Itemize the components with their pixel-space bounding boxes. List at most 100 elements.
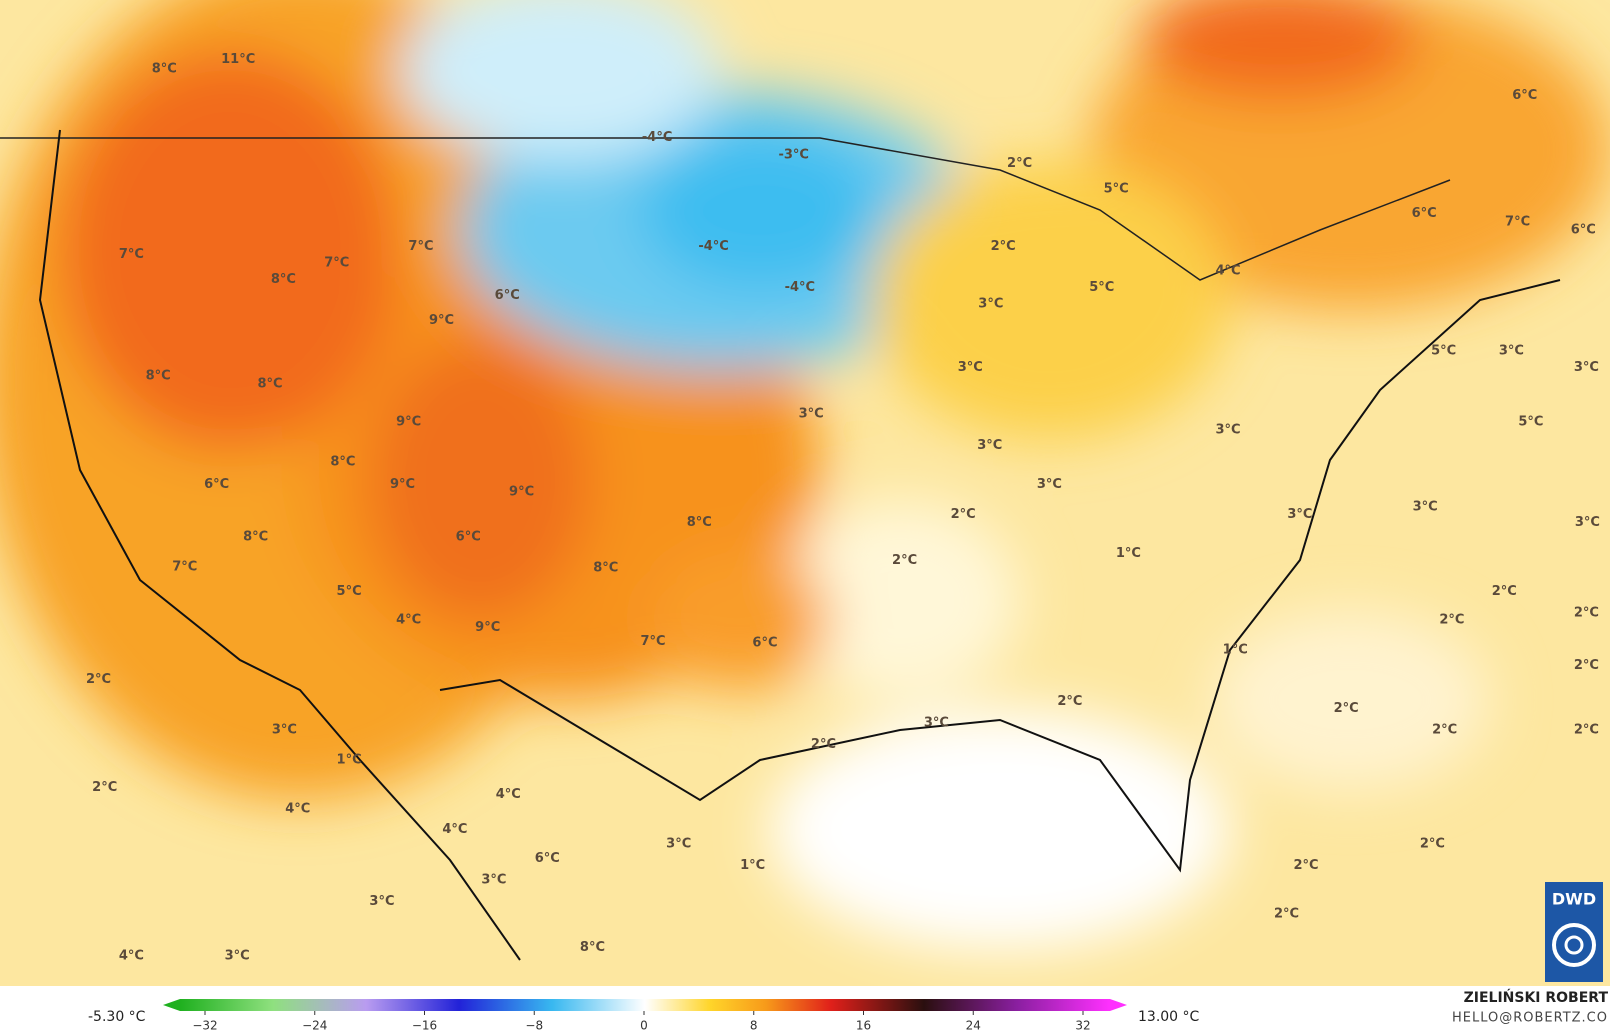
temperature-label: 7°C [408, 239, 433, 254]
temperature-label: 3°C [958, 360, 983, 375]
temperature-label: 2°C [1057, 694, 1082, 709]
temperature-label: 7°C [640, 634, 665, 649]
temperature-label: 2°C [1294, 858, 1319, 873]
temperature-label: 9°C [390, 477, 415, 492]
map-labels: 8°C 11°C -4°C -3°C 2°C 5°C 6°C 6°C 7°C 6°C 7°C 7°C 7… [86, 52, 1600, 963]
temperature-label: 8°C [330, 455, 355, 470]
temperature-label: 9°C [429, 313, 454, 328]
temperature-label: 2°C [951, 507, 976, 522]
temperature-label: 9°C [509, 484, 534, 499]
colorbar-tick-label: 24 [966, 1019, 981, 1033]
temperature-label: 1°C [1223, 642, 1248, 657]
temperature-label: 3°C [1499, 344, 1524, 359]
temperature-label: 4°C [119, 948, 144, 963]
temperature-label: 6°C [1571, 223, 1596, 238]
temperature-label: 3°C [666, 837, 691, 852]
colorbar-end [1110, 999, 1127, 1011]
temperature-label: 3°C [924, 715, 949, 730]
temperature-label: 6°C [535, 851, 560, 866]
temperature-label: 3°C [978, 296, 1003, 311]
temperature-label: 3°C [977, 438, 1002, 453]
temperature-label: 3°C [272, 723, 297, 738]
temperature-label: 8°C [271, 272, 296, 287]
colorbar: −32 −24 −16 −8 0 8 16 24 32 [163, 999, 1127, 1033]
temperature-label: 3°C [1574, 360, 1599, 375]
temperature-label: 3°C [369, 894, 394, 909]
colorbar-tick-label: 8 [750, 1019, 758, 1033]
temperature-label: 2°C [86, 672, 111, 687]
temperature-label: 6°C [1512, 88, 1537, 103]
legend-min: -5.30 °C [88, 1009, 146, 1025]
colorbar-tick-label: −16 [412, 1019, 437, 1033]
temperature-label: 3°C [481, 872, 506, 887]
colorbar-tick-label: 32 [1075, 1019, 1090, 1033]
temperature-label: 5°C [1089, 280, 1114, 295]
colorbar-tick-label: −8 [525, 1019, 543, 1033]
temperature-label: 5°C [1104, 181, 1129, 196]
temperature-label: 3°C [1215, 423, 1240, 438]
temperature-label: 8°C [580, 940, 605, 955]
temperature-label: 7°C [119, 247, 144, 262]
temperature-label: 11°C [221, 52, 255, 67]
temperature-label: 4°C [442, 822, 467, 837]
temperature-label: -4°C [698, 239, 728, 254]
temperature-label: 3°C [799, 406, 824, 421]
temperature-label: 5°C [337, 584, 362, 599]
temperature-label: 4°C [396, 613, 421, 628]
temperature-label: 2°C [1439, 613, 1464, 628]
temperature-label: 9°C [475, 620, 500, 635]
temperature-label: 1°C [740, 858, 765, 873]
temperature-label: 8°C [687, 515, 712, 530]
temperature-label: 2°C [1574, 658, 1599, 673]
temperature-label: 9°C [396, 415, 421, 430]
credit-author: ZIELIŃSKI ROBERT [1464, 988, 1609, 1006]
temperature-label: 4°C [496, 787, 521, 802]
temperature-label: 6°C [456, 530, 481, 545]
temperature-label: 4°C [285, 802, 310, 817]
colorbar-tick-label: −32 [192, 1019, 217, 1033]
temperature-label: 3°C [1287, 507, 1312, 522]
temperature-label: 1°C [337, 752, 362, 767]
temperature-label: 8°C [243, 530, 268, 545]
temperature-label: 5°C [1431, 344, 1456, 359]
temperature-label: 1°C [1116, 546, 1141, 561]
temperature-label: 2°C [1492, 584, 1517, 599]
temperature-label: 6°C [495, 288, 520, 303]
temperature-label: -4°C [785, 280, 815, 295]
colorbar-gradient [180, 999, 1110, 1011]
temperature-label: 3°C [1575, 515, 1600, 530]
colorbar-tick-label: 16 [856, 1019, 871, 1033]
colorbar-end [163, 999, 180, 1011]
temperature-label: 8°C [152, 61, 177, 76]
temperature-label: 7°C [324, 255, 349, 270]
temperature-label: 3°C [1413, 500, 1438, 515]
map-field [0, 0, 1610, 986]
temperature-label: 2°C [1334, 701, 1359, 716]
temperature-label: 2°C [1007, 156, 1032, 171]
colorbar-tick-label: −24 [302, 1019, 327, 1033]
temperature-label: 2°C [892, 553, 917, 568]
temperature-label: 3°C [225, 948, 250, 963]
temperature-label: 8°C [257, 377, 282, 392]
colorbar-tick-label: 0 [640, 1019, 648, 1033]
temperature-label: 6°C [1412, 206, 1437, 221]
temperature-label: 2°C [92, 780, 117, 795]
legend-max: 13.00 °C [1138, 1009, 1200, 1025]
temperature-label: 2°C [1574, 723, 1599, 738]
temperature-label: 2°C [1432, 723, 1457, 738]
temperature-label: -3°C [778, 148, 808, 163]
temperature-label: 8°C [593, 560, 618, 575]
temperature-label: 2°C [991, 239, 1016, 254]
temperature-label: 2°C [1420, 837, 1445, 852]
temperature-label: 3°C [1037, 477, 1062, 492]
temperature-label: 7°C [172, 559, 197, 574]
logo-text: DWD [1552, 890, 1596, 909]
temperature-label: 2°C [1574, 605, 1599, 620]
temperature-label: 2°C [811, 737, 836, 752]
credit-email: HELLO@ROBERTZ.CO [1452, 1011, 1608, 1026]
temperature-label: 7°C [1505, 214, 1530, 229]
temperature-label: -4°C [642, 130, 672, 145]
temperature-label: 6°C [752, 635, 777, 650]
